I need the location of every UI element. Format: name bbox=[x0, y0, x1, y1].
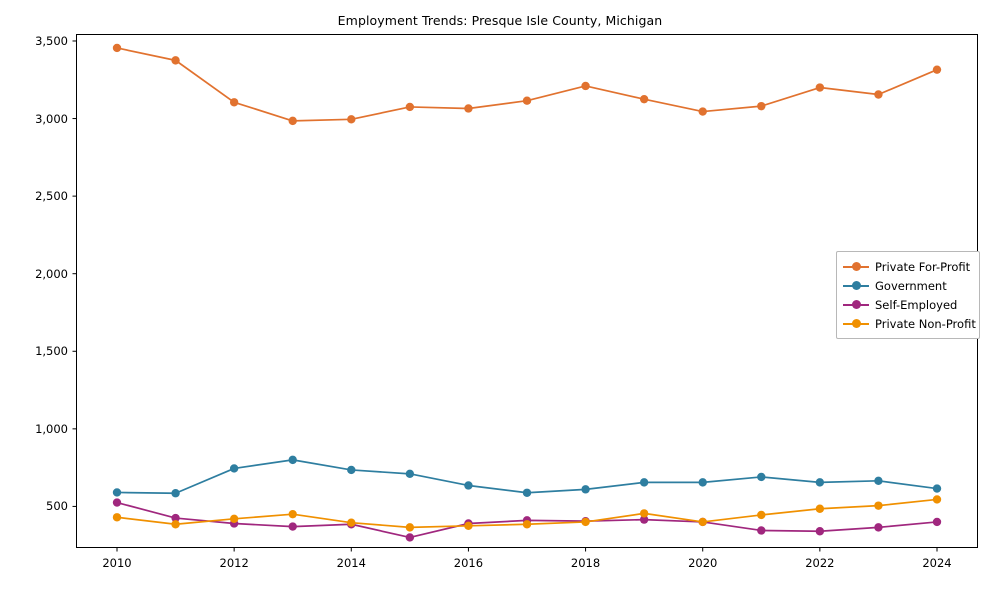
y-tick-label: 3,500 bbox=[35, 33, 68, 48]
x-tick-label: 2022 bbox=[805, 556, 835, 570]
x-tick-label: 2020 bbox=[688, 556, 718, 570]
y-tick-label: 3,000 bbox=[35, 111, 68, 126]
legend-label: Government bbox=[875, 278, 947, 293]
legend-label: Private Non-Profit bbox=[875, 316, 976, 331]
x-tick-label: 2012 bbox=[219, 556, 249, 570]
x-tick-label: 2016 bbox=[453, 556, 484, 570]
y-tick-label: 2,500 bbox=[35, 189, 68, 204]
y-tick-label: 500 bbox=[46, 499, 68, 514]
legend-item[interactable]: Private For-Profit bbox=[843, 257, 972, 276]
legend-marker-icon bbox=[843, 317, 869, 331]
chart-title: Employment Trends: Presque Isle County, … bbox=[337, 13, 663, 28]
x-tick-label: 2010 bbox=[102, 556, 132, 570]
x-tick-label: 2024 bbox=[922, 556, 952, 570]
legend-marker-icon bbox=[843, 279, 869, 293]
chart-legend: Private For-Profit Government Self-Employe… bbox=[836, 251, 980, 339]
legend-marker-icon bbox=[843, 260, 869, 274]
legend-item[interactable]: Private Non-Profit bbox=[843, 314, 976, 333]
legend-label: Private For-Profit bbox=[875, 259, 971, 274]
legend-label: Self-Employed bbox=[875, 297, 958, 312]
legend-item[interactable]: Government bbox=[843, 276, 972, 295]
y-tick-label: 1,500 bbox=[35, 344, 68, 359]
x-tick-label: 2018 bbox=[570, 556, 601, 570]
legend-item[interactable]: Self-Employed bbox=[843, 295, 972, 314]
y-tick-label: 2,000 bbox=[35, 266, 68, 281]
y-tick-label: 1,000 bbox=[35, 421, 68, 436]
legend-marker-icon bbox=[843, 298, 869, 312]
x-tick-label: 2014 bbox=[336, 556, 366, 570]
